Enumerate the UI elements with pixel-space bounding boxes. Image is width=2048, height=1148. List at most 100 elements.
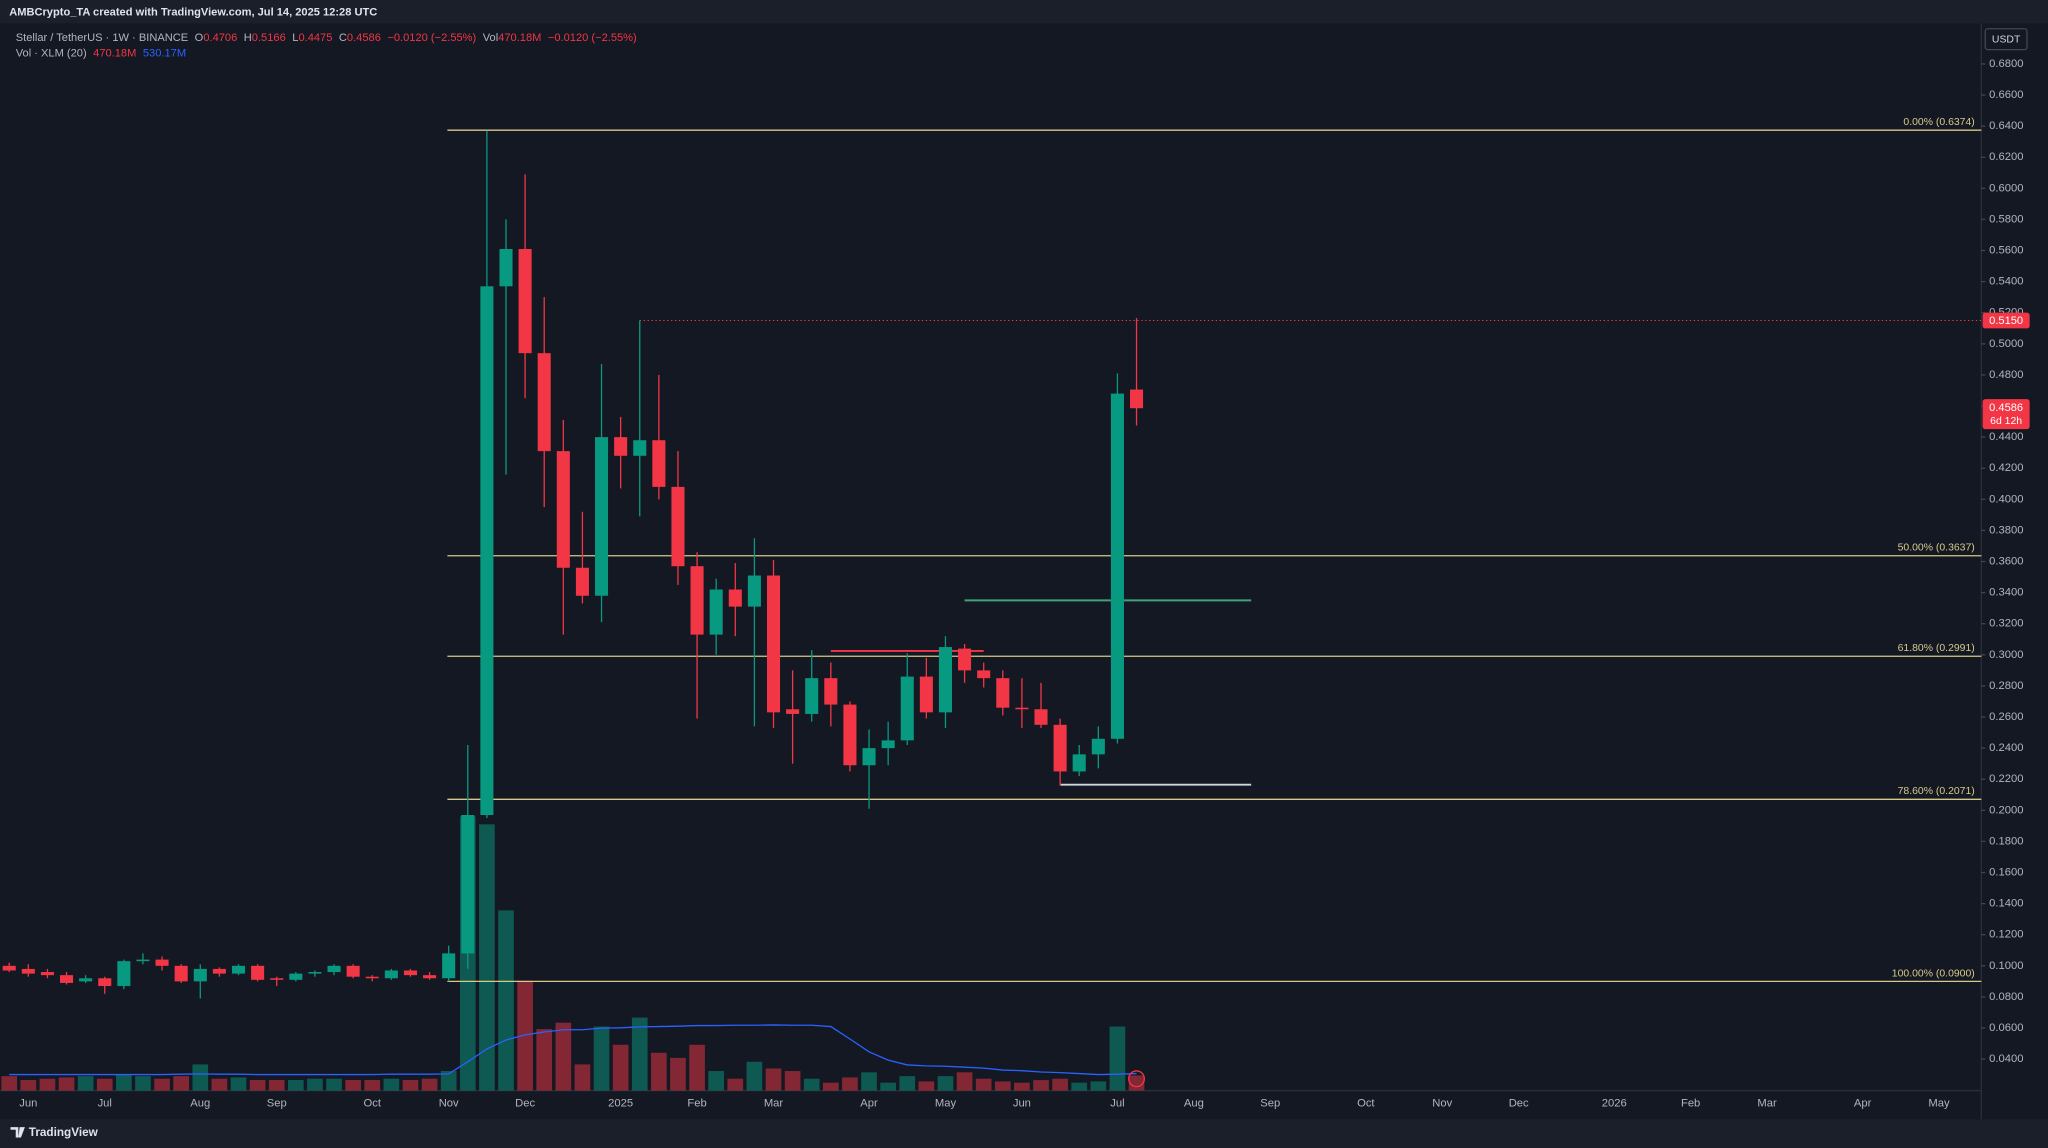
candle-body	[289, 973, 303, 980]
x-tick-label: Dec	[515, 1098, 535, 1110]
volume-bar	[593, 1026, 610, 1091]
footer: TradingView	[29, 1126, 99, 1139]
candle-body	[384, 970, 398, 979]
x-tick-label: Sep	[1260, 1098, 1280, 1110]
candle-body	[403, 970, 417, 976]
y-tick-label: 0.2600	[1989, 711, 2023, 723]
y-tick-label: 0.4400	[1989, 431, 2023, 443]
volume-bar	[612, 1044, 629, 1091]
candle-body	[365, 976, 379, 979]
candle-body	[595, 437, 609, 596]
y-tick-label: 0.3200	[1989, 618, 2023, 630]
y-tick-label: 0.1000	[1989, 960, 2023, 972]
volume-bar	[803, 1078, 820, 1091]
volume-bar	[689, 1044, 705, 1091]
x-tick-label: Dec	[1509, 1098, 1529, 1110]
vol-value: 470.18M	[498, 32, 541, 44]
volume-bar	[345, 1079, 361, 1091]
y-tick-label: 0.5600	[1989, 245, 2023, 257]
c-value: 0.4586	[347, 32, 381, 44]
volume-bar	[918, 1081, 935, 1091]
volume-bar	[956, 1072, 973, 1091]
candle-body	[614, 437, 628, 456]
vol-label: Vol	[483, 32, 498, 44]
candle-body	[1110, 393, 1124, 739]
candle-body	[423, 975, 437, 979]
candle-body	[1053, 724, 1067, 772]
volume-bar	[555, 1022, 572, 1091]
vol-ma: 530.17M	[143, 47, 186, 59]
candle-body	[1130, 389, 1144, 409]
candle-body	[251, 965, 265, 980]
volume-bar	[173, 1076, 190, 1091]
y-tick-label: 0.4200	[1989, 462, 2023, 474]
volume-bar	[536, 1029, 553, 1091]
volume-bar	[937, 1076, 954, 1091]
l-value: 0.4475	[298, 32, 332, 44]
candle-body	[21, 968, 35, 974]
volume-bar	[268, 1079, 285, 1091]
fib-label: 50.00% (0.3637)	[1898, 543, 1975, 554]
volume-bar	[746, 1061, 763, 1091]
fib-label: 61.80% (0.2991)	[1898, 643, 1975, 654]
y-tick-label: 0.3800	[1989, 524, 2023, 536]
o-label: O	[195, 32, 204, 44]
volume-bar	[727, 1078, 744, 1091]
y-tick-label: 0.1400	[1989, 898, 2023, 910]
volume-bar	[421, 1078, 438, 1091]
top-bar	[0, 0, 2048, 24]
volume-bar	[651, 1052, 667, 1091]
volume-bar	[842, 1077, 858, 1091]
y-tick-label: 0.3400	[1989, 587, 2023, 599]
candle-body	[40, 972, 54, 976]
volume-bar	[1090, 1081, 1107, 1091]
candle-body	[136, 959, 150, 962]
candle-body	[709, 589, 723, 635]
volume-bar	[880, 1082, 896, 1091]
x-tick-label: Apr	[860, 1098, 878, 1110]
last-price-box	[1982, 399, 2030, 430]
x-tick-label: Nov	[1432, 1098, 1452, 1110]
volume-bar	[822, 1082, 839, 1091]
symbol: Stellar / TetherUS · 1W · BINANCE	[16, 32, 188, 44]
y-tick-label: 0.1200	[1989, 929, 2023, 941]
candle-body	[518, 248, 532, 354]
candle-body	[900, 676, 914, 741]
candle-body	[977, 670, 991, 679]
candle-body	[862, 748, 876, 766]
volume-bar	[307, 1078, 323, 1091]
y-tick-label: 0.3000	[1989, 649, 2023, 661]
candle-body	[212, 968, 226, 974]
candle-body	[1072, 754, 1086, 772]
x-tick-label: Oct	[364, 1098, 382, 1110]
candle-body	[919, 676, 933, 713]
volume-bar	[899, 1076, 916, 1091]
y-tick-label: 0.6400	[1989, 120, 2023, 132]
candle-body	[728, 589, 742, 607]
change: −0.0120 (−2.55%)	[387, 32, 476, 44]
volume-bar	[517, 980, 533, 1091]
volume-bar	[574, 1064, 591, 1091]
y-tick-label: 0.0400	[1989, 1053, 2023, 1065]
volume-bar	[1014, 1082, 1030, 1091]
candle-body	[480, 286, 494, 815]
plot-layer: 0.00% (0.6374) 50.00% (0.3637) 61.80% (0.2…	[1, 117, 1982, 1091]
countdown: 6d 12h	[1990, 416, 2022, 427]
volume-bar	[784, 1071, 801, 1091]
vol-now: 470.18M	[93, 47, 136, 59]
candle-body	[270, 978, 284, 980]
volume-bar	[96, 1078, 113, 1091]
y-tick-label: 0.3600	[1989, 555, 2023, 567]
x-tick-label: Nov	[439, 1098, 459, 1110]
volume-bar	[1109, 1026, 1126, 1091]
x-tick-label: Jun	[19, 1098, 37, 1110]
candle-body	[2, 965, 16, 971]
candle-body	[766, 575, 781, 713]
y-tick-label: 0.1600	[1989, 866, 2023, 878]
c-label: C	[339, 32, 347, 44]
candle-body	[193, 968, 207, 982]
h-label: H	[244, 32, 252, 44]
vol-indicator: Vol · XLM (20)	[16, 47, 87, 59]
candle-body	[843, 704, 857, 766]
